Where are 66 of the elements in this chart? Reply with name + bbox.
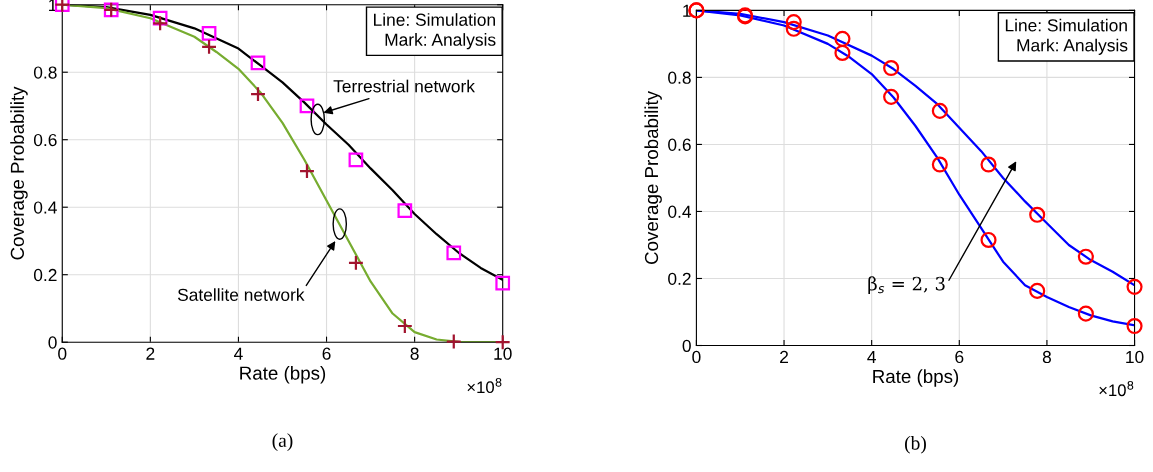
point (931, 156, 948, 173)
y-tick-label: 0.2 (668, 272, 691, 285)
x-tick-label: 4 (234, 347, 243, 360)
point (1126, 278, 1143, 295)
text: (b) (905, 435, 926, 454)
y-tick-label: 0.2 (33, 268, 57, 282)
point (834, 30, 851, 47)
point (201, 38, 218, 55)
text: (a) (272, 433, 293, 451)
point (201, 26, 217, 41)
point (152, 15, 169, 32)
point (347, 254, 364, 271)
annotation: Terrestrial network (333, 79, 475, 93)
point (883, 88, 900, 105)
y-tick-label: 0.6 (668, 138, 691, 151)
point (1077, 248, 1094, 265)
x-tick-label: 2 (780, 350, 788, 363)
annotation: Satellite network (177, 288, 305, 301)
annotation: Line: Simulation Mark: Analysis (374, 13, 496, 50)
x-axis-title: Rate (bps) (240, 366, 326, 384)
x-tick-label: 2 (146, 347, 155, 360)
y-axis-title: Coverage Probability (10, 86, 28, 260)
y-tick-label: 0.4 (33, 201, 57, 214)
point (250, 55, 266, 71)
point (397, 203, 413, 218)
y-tick-label: 0 (48, 336, 57, 349)
x-tick-label: 10 (1126, 350, 1144, 364)
x-tick-label: 10 (494, 347, 512, 360)
point (931, 102, 948, 119)
x-tick-label: 6 (322, 347, 331, 360)
x-tick-label: 6 (955, 350, 964, 364)
x-tick-label: 8 (410, 347, 419, 360)
annotation: β$_{s}$ = 2, 3 (868, 276, 945, 294)
point (1126, 318, 1143, 335)
annotation: Line: Simulation Mark: Analysis (1005, 18, 1128, 55)
point (299, 98, 315, 114)
point (1029, 206, 1046, 223)
y-tick-label: 0.4 (668, 205, 692, 218)
point (785, 14, 802, 31)
x-tick-label: 0 (58, 347, 67, 360)
point (396, 317, 413, 335)
y-tick-label: 0 (682, 339, 691, 352)
point (298, 163, 316, 180)
text: ×10$^{8}$ (467, 377, 502, 394)
y-tick-label: 0.8 (668, 71, 691, 84)
point (152, 10, 168, 26)
point (495, 275, 511, 291)
point (446, 245, 462, 261)
point (834, 44, 851, 61)
x-tick-label: 8 (1042, 350, 1051, 364)
y-tick-label: 0.6 (33, 133, 57, 147)
x-axis-title: Rate (bps) (873, 369, 959, 387)
point (980, 231, 997, 248)
point (1077, 305, 1094, 322)
y-axis-title: Coverage Probability (644, 90, 662, 265)
point (249, 86, 267, 103)
y-tick-label: 0.8 (33, 66, 57, 79)
point (348, 152, 364, 168)
x-tick-label: 4 (867, 351, 876, 363)
x-tick-label: 0 (692, 350, 701, 364)
point (785, 20, 802, 37)
point (980, 156, 997, 173)
point (445, 333, 462, 350)
point (1029, 282, 1046, 299)
text: ×10$^{8}$ (1099, 380, 1134, 397)
point (883, 59, 900, 77)
